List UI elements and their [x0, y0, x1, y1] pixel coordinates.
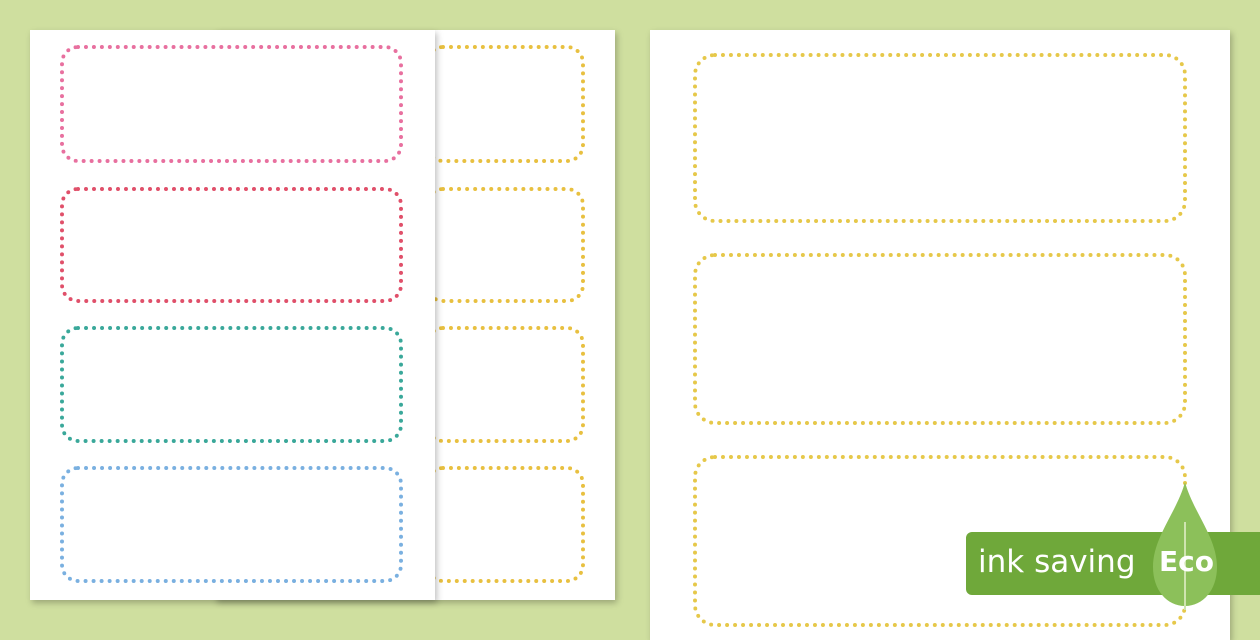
label-box [425, 466, 585, 583]
label-box-teal [60, 326, 403, 443]
label-box [693, 53, 1187, 223]
label-box [425, 326, 585, 443]
label-box [425, 45, 585, 163]
leaf-drop-icon [1153, 482, 1217, 610]
label-box-red [60, 187, 403, 303]
label-box-blue [60, 466, 403, 583]
label-box [693, 253, 1187, 425]
label-box-pink [60, 45, 403, 163]
ink-saving-text: ink saving [978, 544, 1136, 580]
label-box [425, 187, 585, 303]
front-template-page [30, 30, 435, 600]
eco-text: Eco [1159, 545, 1214, 578]
